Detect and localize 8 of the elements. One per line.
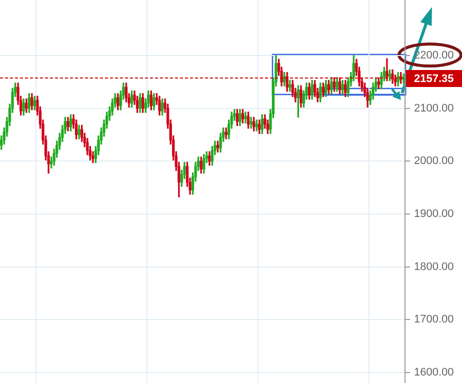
y-tick-label: 1900.00: [414, 208, 454, 220]
y-tick-label: 1600.00: [414, 366, 454, 378]
candlestick: [244, 112, 247, 124]
y-tick-label: 1700.00: [414, 314, 454, 326]
ref-line-label: 2157.35: [414, 73, 454, 86]
y-tick-label: 1800.00: [414, 260, 454, 273]
y-tick-label: 2000.00: [414, 155, 454, 168]
y-tick-label: 2100.00: [414, 102, 454, 114]
